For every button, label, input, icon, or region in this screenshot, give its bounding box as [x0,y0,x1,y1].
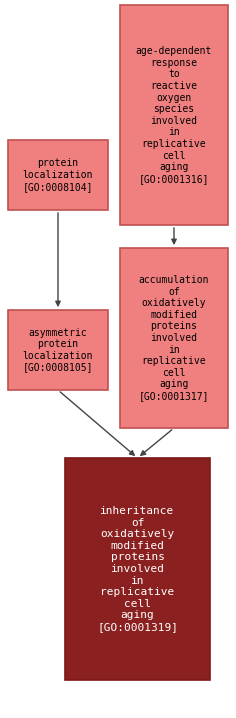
Text: protein
localization
[GO:0008104]: protein localization [GO:0008104] [23,159,93,192]
FancyBboxPatch shape [120,248,228,428]
FancyBboxPatch shape [120,5,228,225]
Text: accumulation
of
oxidatively
modified
proteins
involved
in
replicative
cell
aging: accumulation of oxidatively modified pro… [139,275,209,401]
Text: asymmetric
protein
localization
[GO:0008105]: asymmetric protein localization [GO:0008… [23,327,93,373]
FancyBboxPatch shape [65,458,210,680]
FancyBboxPatch shape [8,310,108,390]
Text: age-dependent
response
to
reactive
oxygen
species
involved
in
replicative
cell
a: age-dependent response to reactive oxyge… [136,46,212,184]
Text: inheritance
of
oxidatively
modified
proteins
involved
in
replicative
cell
aging
: inheritance of oxidatively modified prot… [97,506,178,632]
FancyBboxPatch shape [8,140,108,210]
